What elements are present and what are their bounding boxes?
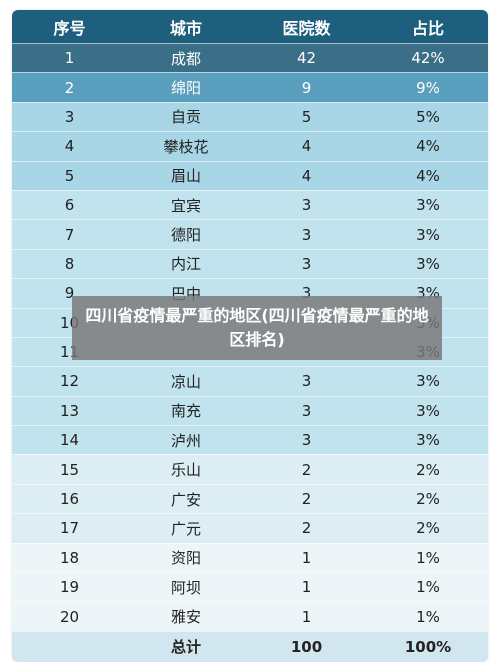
header-city: 城市 [169, 18, 202, 38]
cell-city: 成都 [170, 49, 201, 68]
cell-share: 3% [416, 225, 440, 244]
cell-hospital-count: 3 [301, 401, 312, 420]
table-row: 1 成都 42 42% [12, 43, 488, 73]
cell-index: 7 [64, 225, 75, 244]
cell-index: 4 [64, 137, 75, 156]
header-hospital-count: 医院数 [282, 18, 331, 38]
table-row: 14 泸州 3 3% [12, 425, 488, 455]
cell-hospital-count: 42 [296, 49, 317, 68]
cell-share: 2% [416, 460, 440, 479]
table-row: 12 凉山 3 3% [12, 366, 488, 396]
cell-index: 8 [64, 254, 75, 273]
hospital-ranking-table: 序号 城市 医院数 占比 1 成都 42 42% 2 绵阳 9 9% 3 自贡 5 5% 4 攀枝花 4 4%… [12, 10, 488, 662]
cell-city: 宜宾 [170, 196, 201, 215]
table-row: 4 攀枝花 4 4% [12, 131, 488, 161]
cell-city: 德阳 [170, 226, 201, 245]
table-row: 3 自贡 5 5% [12, 101, 488, 132]
cell-hospital-count: 1 [301, 607, 312, 626]
cell-hospital-count: 1 [301, 578, 312, 597]
table-row: 7 德阳 3 3% [12, 219, 488, 249]
table-row: 6 宜宾 3 3% [12, 189, 488, 220]
cell-share: 3% [416, 254, 440, 273]
cell-city: 乐山 [170, 461, 201, 480]
cell-city: 自贡 [170, 108, 201, 127]
cell-index: 12 [59, 372, 80, 391]
total-share: 100% [404, 637, 452, 656]
cell-share: 4% [416, 137, 440, 156]
cell-hospital-count: 3 [301, 225, 312, 244]
cell-index: 18 [59, 548, 80, 567]
total-label: 总计 [170, 638, 201, 657]
cell-share: 42% [411, 49, 445, 68]
cell-city: 资阳 [170, 549, 201, 568]
cell-index: 14 [59, 431, 80, 450]
header-index: 序号 [53, 18, 86, 38]
table-row: 19 阿坝 1 1% [12, 572, 488, 602]
table-row: 13 南充 3 3% [12, 395, 488, 426]
cell-hospital-count: 3 [301, 431, 312, 450]
cell-hospital-count: 2 [301, 519, 312, 538]
cell-share: 2% [416, 519, 440, 538]
table-row: 18 资阳 1 1% [12, 542, 488, 573]
cell-index: 19 [59, 578, 80, 597]
overlay-title-text: 四川省疫情最严重的地区(四川省疫情最严重的地区排名) [85, 306, 429, 349]
cell-city: 内江 [170, 255, 201, 274]
cell-hospital-count: 5 [301, 107, 312, 126]
cell-hospital-count: 9 [301, 78, 312, 97]
cell-hospital-count: 3 [301, 372, 312, 391]
cell-share: 9% [416, 78, 440, 97]
cell-index: 1 [64, 49, 75, 68]
cell-share: 1% [416, 548, 440, 567]
cell-hospital-count: 4 [301, 166, 312, 185]
cell-index: 16 [59, 490, 80, 509]
cell-share: 1% [416, 578, 440, 597]
cell-index: 3 [64, 107, 75, 126]
cell-hospital-count: 3 [301, 284, 312, 303]
table-row: 20 雅安 1 1% [12, 601, 488, 631]
cell-hospital-count: 4 [301, 137, 312, 156]
cell-city: 广元 [170, 519, 201, 538]
table-row: 8 内江 3 3% [12, 248, 488, 279]
cell-share: 3% [416, 196, 440, 215]
cell-hospital-count: 3 [301, 254, 312, 273]
cell-share: 2% [416, 490, 440, 509]
cell-share: 3% [416, 372, 440, 391]
cell-index: 5 [64, 166, 75, 185]
cell-hospital-count: 1 [301, 548, 312, 567]
cell-hospital-count: 2 [301, 490, 312, 509]
cell-index: 15 [59, 460, 80, 479]
cell-hospital-count: 3 [301, 196, 312, 215]
table-row: 2 绵阳 9 9% [12, 72, 488, 102]
cell-city: 广安 [170, 490, 201, 509]
cell-city: 攀枝花 [163, 137, 209, 156]
cell-hospital-count: 2 [301, 460, 312, 479]
table-header-row: 序号 城市 医院数 占比 [12, 10, 488, 43]
table-row: 17 广元 2 2% [12, 513, 488, 543]
total-hospital-count: 100 [290, 637, 323, 656]
cell-share: 5% [416, 107, 440, 126]
table-total-row: 总计 100 100% [12, 630, 488, 662]
cell-city: 雅安 [170, 608, 201, 627]
cell-index: 6 [64, 196, 75, 215]
cell-index: 17 [59, 519, 80, 538]
cell-city: 绵阳 [170, 79, 201, 98]
cell-city: 阿坝 [170, 578, 201, 597]
table-row: 15 乐山 2 2% [12, 454, 488, 484]
cell-index: 2 [64, 78, 75, 97]
cell-city: 凉山 [170, 372, 201, 391]
cell-share: 3% [416, 431, 440, 450]
cell-share: 4% [416, 166, 440, 185]
cell-index: 13 [59, 401, 80, 420]
title-overlay-banner: 四川省疫情最严重的地区(四川省疫情最严重的地区排名) [72, 296, 442, 360]
cell-share: 1% [416, 607, 440, 626]
cell-city: 眉山 [170, 167, 201, 186]
header-share: 占比 [411, 18, 444, 38]
table-row: 16 广安 2 2% [12, 483, 488, 514]
cell-share: 3% [416, 401, 440, 420]
cell-city: 南充 [170, 402, 201, 421]
cell-city: 泸州 [170, 431, 201, 450]
cell-index: 9 [64, 284, 75, 303]
cell-index: 20 [59, 607, 80, 626]
table-row: 5 眉山 4 4% [12, 160, 488, 190]
